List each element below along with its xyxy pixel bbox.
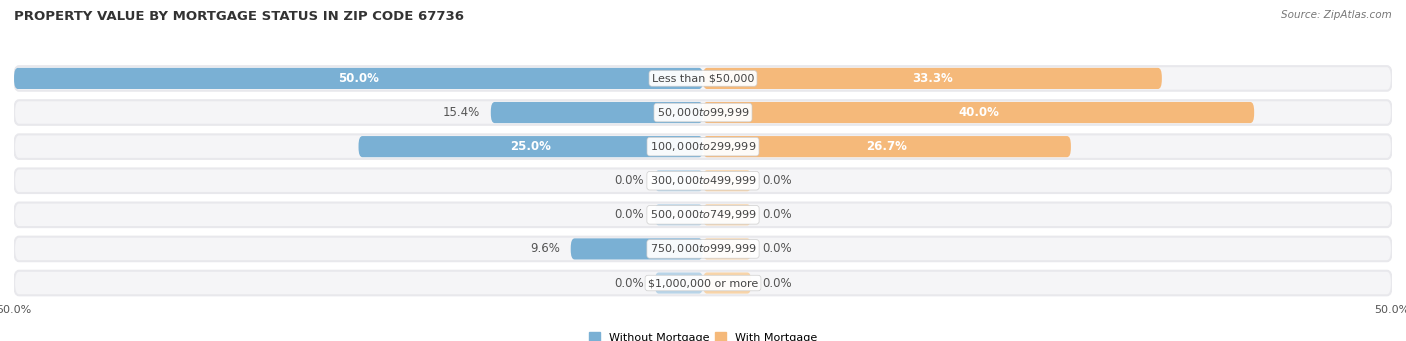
Text: 50.0%: 50.0% [337, 72, 380, 85]
Text: $100,000 to $299,999: $100,000 to $299,999 [650, 140, 756, 153]
Text: 25.0%: 25.0% [510, 140, 551, 153]
FancyBboxPatch shape [14, 203, 1392, 227]
FancyBboxPatch shape [703, 136, 1071, 157]
FancyBboxPatch shape [14, 100, 1392, 125]
Text: 0.0%: 0.0% [762, 208, 792, 221]
Text: 0.0%: 0.0% [762, 277, 792, 290]
Text: $300,000 to $499,999: $300,000 to $499,999 [650, 174, 756, 187]
FancyBboxPatch shape [14, 68, 703, 89]
Text: 0.0%: 0.0% [614, 277, 644, 290]
FancyBboxPatch shape [571, 238, 703, 260]
FancyBboxPatch shape [14, 168, 1392, 193]
FancyBboxPatch shape [655, 170, 703, 191]
FancyBboxPatch shape [491, 102, 703, 123]
FancyBboxPatch shape [703, 102, 1254, 123]
FancyBboxPatch shape [703, 204, 751, 225]
Text: 0.0%: 0.0% [762, 242, 792, 255]
Text: 0.0%: 0.0% [614, 174, 644, 187]
Text: $750,000 to $999,999: $750,000 to $999,999 [650, 242, 756, 255]
Text: 33.3%: 33.3% [912, 72, 953, 85]
FancyBboxPatch shape [14, 271, 1392, 295]
Text: Less than $50,000: Less than $50,000 [652, 73, 754, 84]
FancyBboxPatch shape [655, 272, 703, 294]
FancyBboxPatch shape [703, 170, 751, 191]
Text: 26.7%: 26.7% [866, 140, 907, 153]
FancyBboxPatch shape [14, 134, 1392, 159]
Text: $500,000 to $749,999: $500,000 to $749,999 [650, 208, 756, 221]
FancyBboxPatch shape [14, 237, 1392, 261]
Text: $50,000 to $99,999: $50,000 to $99,999 [657, 106, 749, 119]
Text: 9.6%: 9.6% [530, 242, 560, 255]
FancyBboxPatch shape [703, 272, 751, 294]
FancyBboxPatch shape [359, 136, 703, 157]
Text: 0.0%: 0.0% [762, 174, 792, 187]
Text: $1,000,000 or more: $1,000,000 or more [648, 278, 758, 288]
FancyBboxPatch shape [655, 204, 703, 225]
Text: 0.0%: 0.0% [614, 208, 644, 221]
Legend: Without Mortgage, With Mortgage: Without Mortgage, With Mortgage [585, 328, 821, 341]
Text: PROPERTY VALUE BY MORTGAGE STATUS IN ZIP CODE 67736: PROPERTY VALUE BY MORTGAGE STATUS IN ZIP… [14, 10, 464, 23]
Text: Source: ZipAtlas.com: Source: ZipAtlas.com [1281, 10, 1392, 20]
FancyBboxPatch shape [703, 68, 1161, 89]
Text: 15.4%: 15.4% [443, 106, 479, 119]
FancyBboxPatch shape [703, 238, 751, 260]
Text: 40.0%: 40.0% [957, 106, 1000, 119]
FancyBboxPatch shape [14, 66, 1392, 91]
